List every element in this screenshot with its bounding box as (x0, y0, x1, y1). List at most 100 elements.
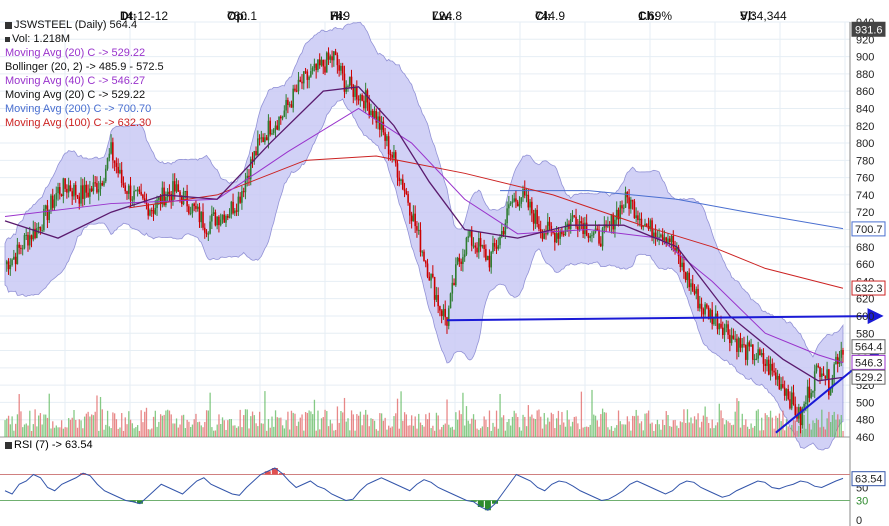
volume-bar (152, 416, 155, 437)
volume-bar (80, 420, 82, 437)
volume-bar (414, 416, 416, 437)
candle-body (538, 224, 540, 229)
volume-bar (775, 415, 777, 437)
volume-bar (538, 409, 540, 437)
volume-bar (266, 430, 268, 437)
candle-body (129, 185, 132, 201)
candle-body (76, 195, 79, 197)
volume-bar (571, 421, 574, 437)
candle-body (48, 209, 50, 221)
volume-bar (319, 429, 321, 437)
price-tick: 860 (856, 86, 874, 98)
candle-body (676, 247, 678, 251)
candle-body (37, 226, 40, 229)
price-tick: 680 (856, 242, 874, 254)
volume-bar (568, 419, 570, 437)
volume-bar (398, 428, 400, 437)
low-value: 724.8 (432, 9, 463, 23)
volume-bar (331, 423, 333, 437)
candle-body (481, 245, 484, 247)
candle-body (343, 73, 346, 92)
candle-body (679, 256, 682, 268)
volume-bar (76, 427, 79, 437)
volume-bar (209, 392, 211, 437)
candle-body (631, 199, 634, 202)
volume-bar (306, 412, 309, 437)
volume-bar (329, 419, 331, 437)
value-badge (851, 369, 886, 385)
price-tick: 820 (856, 121, 874, 133)
candle-body (812, 390, 814, 393)
volume-bar (36, 426, 38, 437)
volume-bar (518, 427, 521, 437)
volume-bar (290, 410, 293, 437)
volume-bar (815, 418, 818, 437)
volume-bar (384, 417, 386, 437)
volume-bar (11, 416, 13, 437)
volume-bar (39, 413, 42, 437)
volume-bar (508, 418, 510, 437)
volume-bar (363, 414, 365, 437)
rsi-oversold-fill (477, 500, 484, 507)
candle-body (67, 185, 70, 193)
candle-body (628, 197, 630, 209)
candle-body (333, 51, 335, 61)
candle-body (387, 136, 390, 155)
volume-bar (421, 425, 423, 437)
candle-body (262, 137, 264, 143)
candle-body (693, 290, 696, 294)
candle-body (301, 81, 303, 84)
volume-bar (791, 424, 793, 437)
volume-bar (649, 423, 651, 437)
volume-bar (239, 409, 241, 437)
candle-body (433, 276, 436, 300)
volume-bar (357, 415, 360, 437)
candle-body (377, 116, 379, 123)
candle-body (78, 196, 81, 204)
volume-bar (105, 424, 107, 437)
candle-body (175, 184, 178, 192)
candle-body (706, 304, 708, 308)
candle-body (11, 259, 13, 266)
volume-bar (66, 427, 68, 437)
candle-body (359, 94, 362, 101)
value-badge-label: 546.3 (855, 357, 883, 369)
rsi-value-badge (851, 471, 886, 487)
volume-bar (782, 410, 784, 437)
volume-bar (711, 419, 713, 437)
volume-bar (379, 413, 381, 437)
volume-bar (372, 418, 374, 437)
candle-body (242, 191, 245, 193)
candle-body (244, 179, 247, 193)
volume-bar (400, 391, 402, 437)
volume-bar (688, 422, 690, 437)
volume-bar (656, 419, 659, 437)
candle-body (403, 189, 406, 192)
volume-bar (402, 420, 404, 437)
volume-bar (488, 410, 491, 437)
volume-bar (382, 420, 385, 437)
candle-body (73, 184, 75, 197)
close-label: Cl: (535, 9, 551, 23)
volume-bar (78, 419, 80, 437)
volume-bar (575, 416, 577, 437)
candle-body (753, 358, 756, 360)
volume-bar (182, 414, 185, 437)
price-tick: 460 (856, 432, 874, 444)
candle-body (723, 327, 726, 335)
volume-bar (186, 419, 188, 437)
candle-body (515, 198, 517, 202)
volume-bar (124, 417, 126, 437)
candle-body (451, 282, 454, 294)
volume-bar (536, 410, 538, 437)
candle-body (258, 138, 261, 140)
ma20-line (4, 86, 844, 382)
volume-bar (704, 406, 706, 437)
volume-bar (96, 395, 98, 437)
candle-body (241, 191, 243, 203)
volume-bar (83, 416, 86, 437)
volume-bar (494, 426, 496, 437)
volume-bar (388, 425, 390, 437)
volume-bar (658, 424, 660, 437)
candle-body (198, 206, 201, 223)
